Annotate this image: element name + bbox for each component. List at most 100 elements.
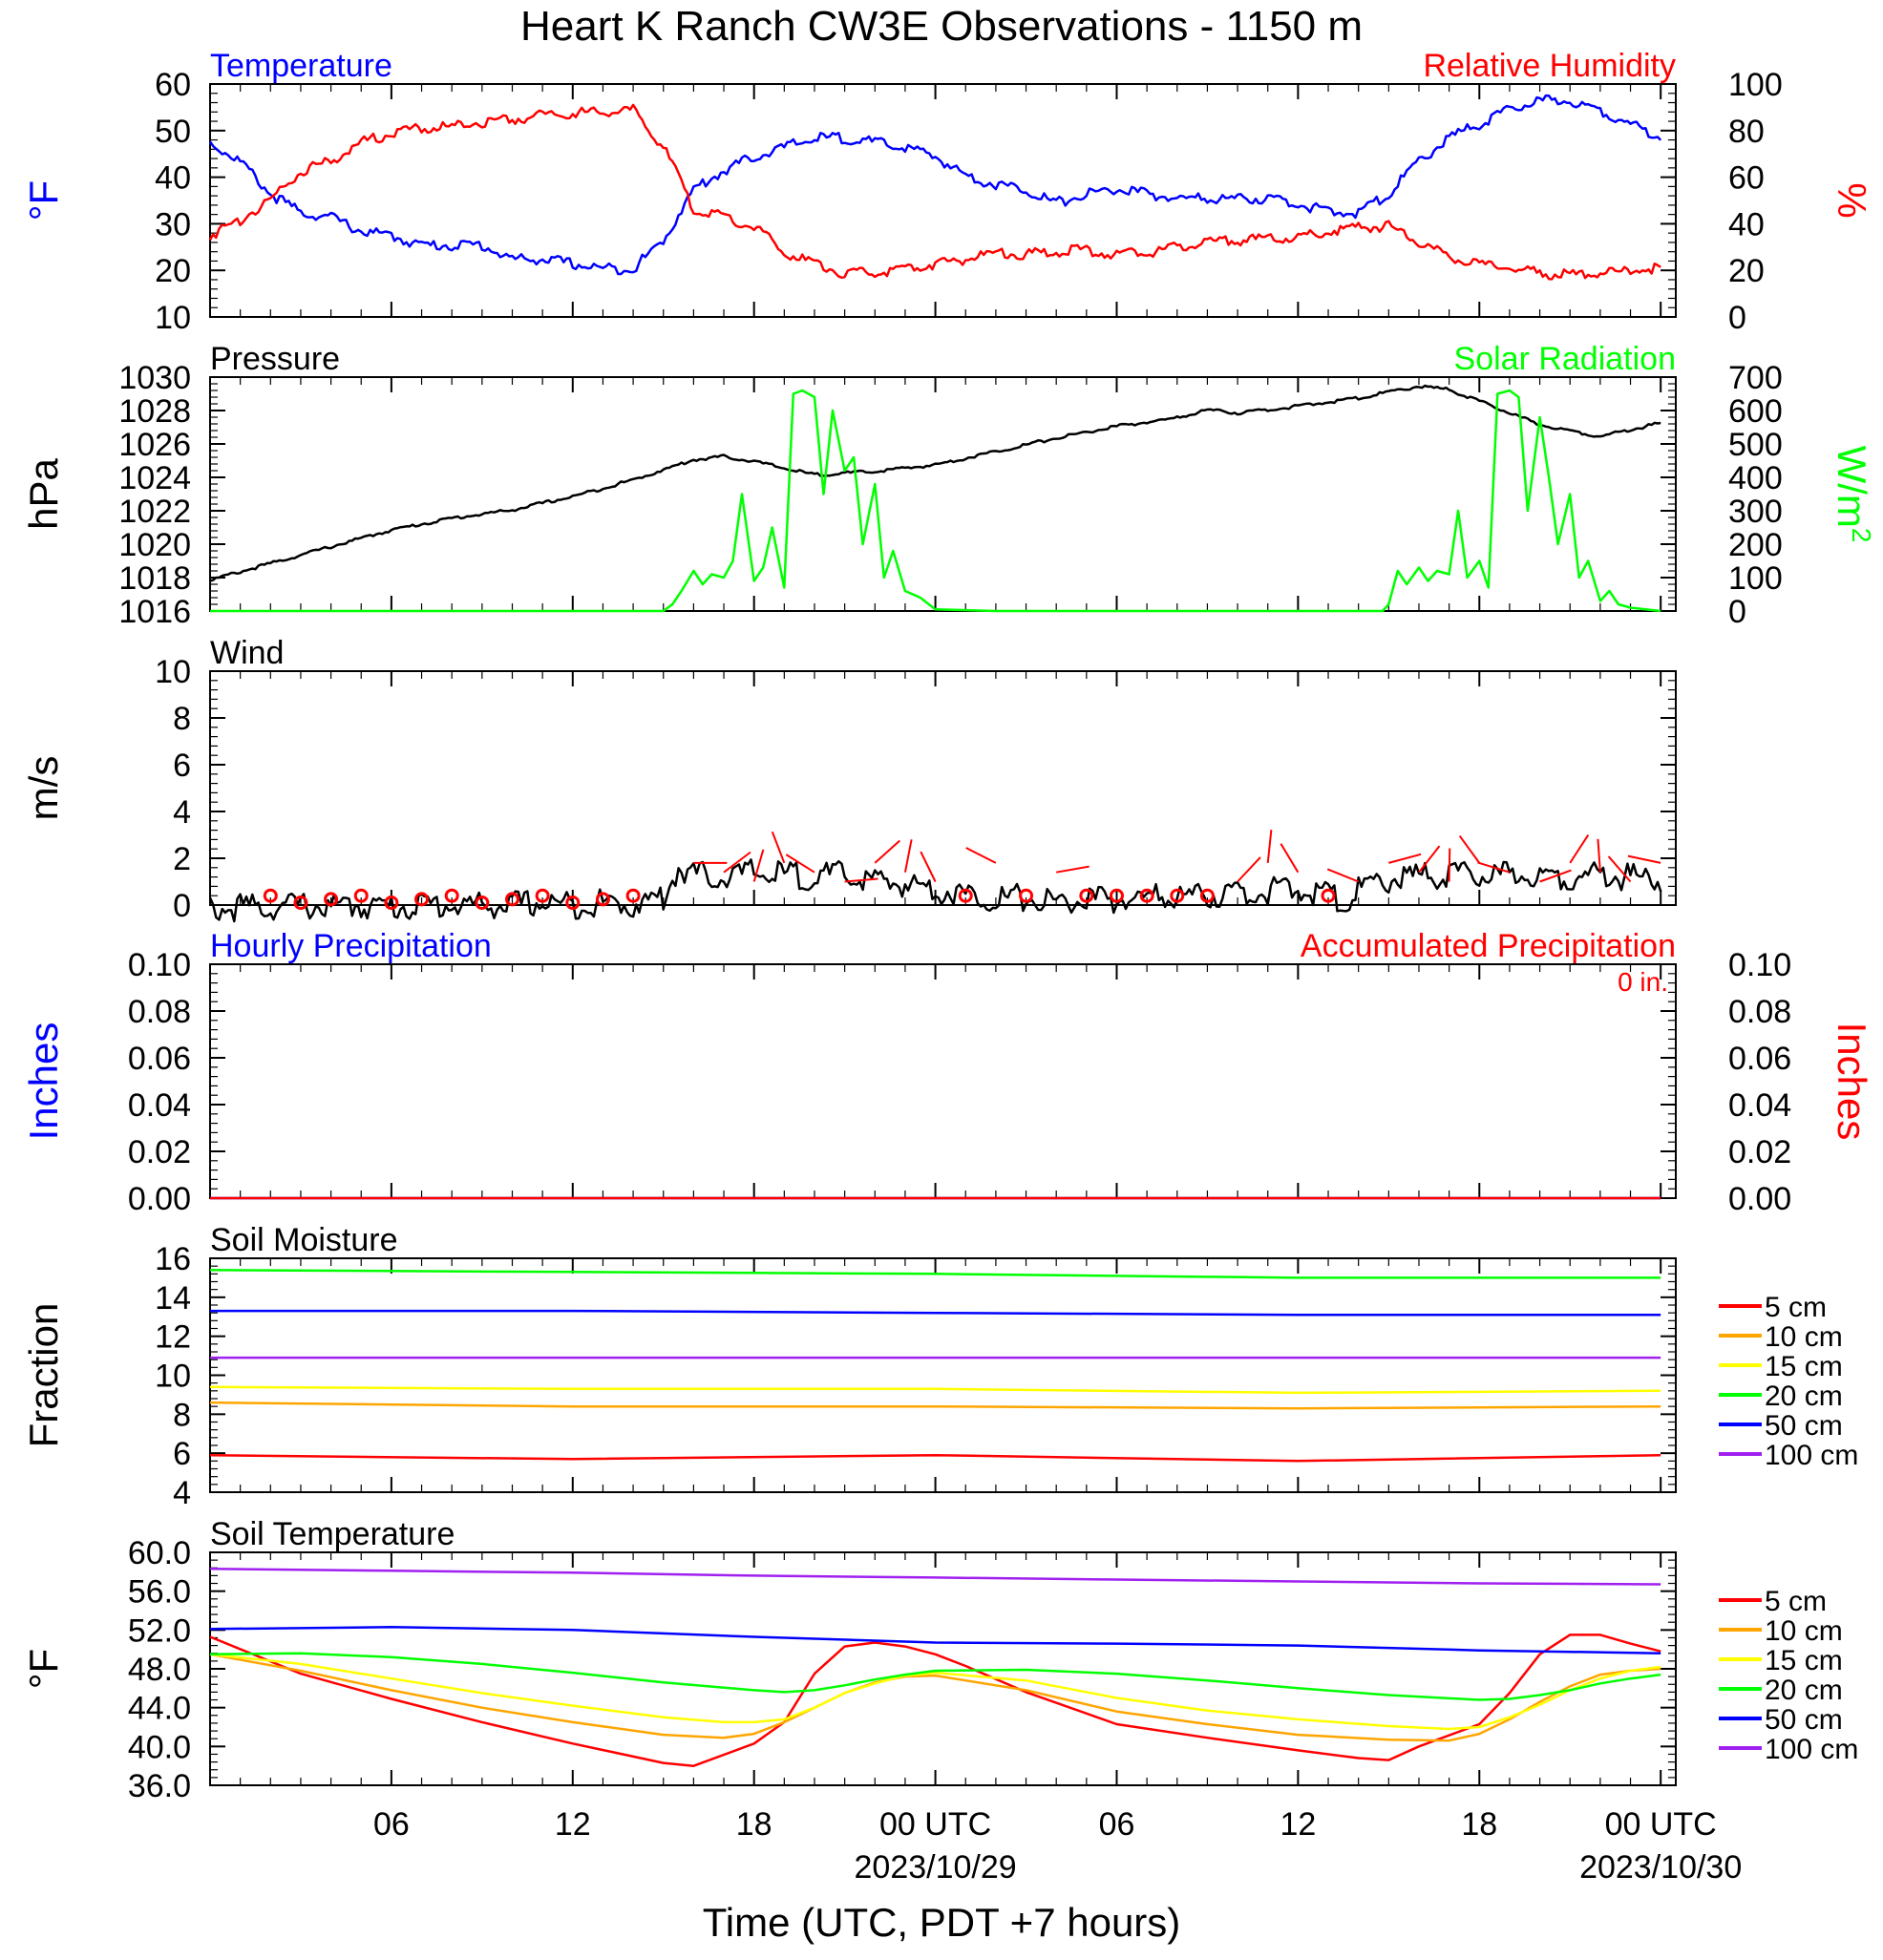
- x-axis-ticks: 06 12 18 00 UTC 2023/10/29 06 12 18 00 UTC 2023/1…: [373, 1806, 1742, 1886]
- y-right-tick-label: 500: [1728, 427, 1783, 463]
- wind-calm-circle: [293, 896, 308, 911]
- wind-barb: [1448, 848, 1451, 882]
- y-right-tick-label: 300: [1728, 494, 1783, 530]
- wind-barb: [1388, 853, 1422, 864]
- y-right-tick-label: 0.08: [1728, 994, 1791, 1030]
- x-tick-label: 18: [1461, 1806, 1497, 1843]
- panels: Temperature Relative Humidity102030405060…: [21, 48, 1877, 1804]
- wind-barb: [920, 851, 937, 882]
- wind-barb: [1627, 854, 1661, 864]
- panel-left-title: Hourly Precipitation: [210, 928, 492, 964]
- wind-barb: [752, 849, 765, 882]
- y-left-tick-label: 20: [155, 253, 191, 289]
- y-left-axis-label: °F: [21, 180, 66, 221]
- wind-calm-circle: [535, 888, 550, 903]
- y-left-axis-label: Fraction: [21, 1303, 66, 1448]
- plot-frame: [209, 83, 1677, 318]
- wind-calm-circle: [1199, 888, 1215, 903]
- series-line: [209, 1626, 1661, 1654]
- series-line: [209, 1401, 1661, 1410]
- series-line: [209, 384, 1661, 582]
- x-axis-label: Time (UTC, PDT +7 hours): [703, 1900, 1181, 1945]
- y-right-tick-label: 80: [1728, 114, 1765, 150]
- y-left-tick-label: 1022: [118, 494, 191, 530]
- y-left-tick-label: 52.0: [128, 1612, 191, 1649]
- y-left-tick-label: 10: [155, 300, 191, 336]
- y-left-tick-label: 2: [173, 841, 191, 877]
- y-left-axis-label: °F: [21, 1649, 66, 1689]
- wind-calm-circle: [414, 892, 430, 907]
- wind-calm-circle: [444, 888, 459, 903]
- y-left-tick-label: 1024: [118, 460, 191, 496]
- series-line: [208, 858, 1662, 923]
- wind-barb: [785, 854, 815, 874]
- x-tick-date-label: 2023/10/30: [1579, 1849, 1742, 1886]
- x-tick-label: 00 UTC: [1605, 1806, 1717, 1843]
- legend-label: 50 cm: [1765, 1410, 1843, 1442]
- y-left-tick-label: 36.0: [128, 1768, 191, 1804]
- wind-calm-circle: [1109, 888, 1124, 903]
- y-right-tick-label: 200: [1728, 527, 1783, 563]
- plot-frame: [209, 670, 1677, 906]
- y-right-tick-label: 40: [1728, 206, 1765, 242]
- y-right-axis-label: %: [1830, 182, 1874, 218]
- panel-2: Pressure Solar Radiation10161018102010221…: [21, 341, 1877, 630]
- y-left-tick-label: 30: [155, 206, 191, 242]
- series-line: [209, 1453, 1661, 1463]
- wind-barb: [1418, 845, 1441, 874]
- y-right-tick-label: 0.10: [1728, 947, 1791, 983]
- wind-barb: [1458, 834, 1481, 864]
- legend-label: 20 cm: [1765, 1675, 1843, 1706]
- panel-1: Temperature Relative Humidity 10 20 30 40 50 60…: [21, 48, 1874, 336]
- wind-calm-circle: [1139, 888, 1154, 903]
- panel-3: Wind 0 2 4 6 8 10 m/s: [21, 635, 1677, 924]
- y-left-axis-label: Inches: [21, 1022, 66, 1141]
- y-right-tick-label: 0: [1728, 594, 1746, 630]
- y-left-tick-label: 0.02: [128, 1134, 191, 1170]
- wind-barb: [874, 839, 900, 864]
- wind-barb: [965, 847, 997, 864]
- panel-left-title: Pressure: [210, 341, 340, 377]
- y-right-tick-label: 0.06: [1728, 1041, 1791, 1077]
- y-right-tick-label: 0: [1728, 300, 1746, 336]
- y-left-tick-label: 50: [155, 114, 191, 150]
- panel-4: Hourly Precipitation Accumulated Precipit…: [21, 928, 1874, 1217]
- y-left-tick-label: 44.0: [128, 1691, 191, 1727]
- series-line: [209, 1633, 1661, 1767]
- panel-left-title: Soil Temperature: [210, 1516, 455, 1552]
- wind-barb: [844, 877, 878, 883]
- y-left-tick-label: 56.0: [128, 1574, 191, 1611]
- y-left-tick-label: 1026: [118, 427, 191, 463]
- y-left-tick-label: 0.00: [128, 1181, 191, 1217]
- series-line: [209, 1269, 1661, 1279]
- y-left-tick-label: 10: [155, 654, 191, 690]
- y-right-tick-label: 0.00: [1728, 1181, 1791, 1217]
- y-left-tick-label: 0.06: [128, 1041, 191, 1077]
- panel-right-title: Accumulated Precipitation: [1301, 928, 1676, 964]
- y-left-tick-label: 0.10: [128, 947, 191, 983]
- legend-label: 50 cm: [1765, 1704, 1843, 1736]
- panel-right-title: Relative Humidity: [1423, 48, 1676, 84]
- y-right-tick-label: 100: [1728, 560, 1783, 597]
- wind-calm-circle: [1170, 888, 1185, 903]
- x-tick-label: 00 UTC: [879, 1806, 991, 1843]
- wind-barb: [1056, 865, 1090, 874]
- wind-barb: [1237, 856, 1261, 883]
- legend-label: 15 cm: [1765, 1351, 1843, 1382]
- y-right-axis-label: W/m2: [1830, 446, 1877, 543]
- wind-barb: [1569, 834, 1590, 864]
- y-left-tick-label: 1030: [118, 360, 191, 396]
- wind-barb: [1266, 829, 1273, 864]
- y-left-tick-label: 8: [173, 1397, 191, 1433]
- y-left-axis-label: m/s: [21, 756, 66, 821]
- y-left-tick-label: 0: [173, 888, 191, 924]
- superscript-2: 2: [1848, 528, 1877, 543]
- y-left-tick-label: 12: [155, 1319, 191, 1356]
- wind-barb: [1326, 868, 1360, 883]
- wind-barb: [1597, 838, 1601, 873]
- y-left-tick-label: 6: [173, 1436, 191, 1472]
- series-line: [209, 1385, 1661, 1395]
- series-line: [208, 103, 1661, 281]
- y-left-tick-label: 4: [173, 794, 191, 831]
- series-line: [210, 1309, 1661, 1317]
